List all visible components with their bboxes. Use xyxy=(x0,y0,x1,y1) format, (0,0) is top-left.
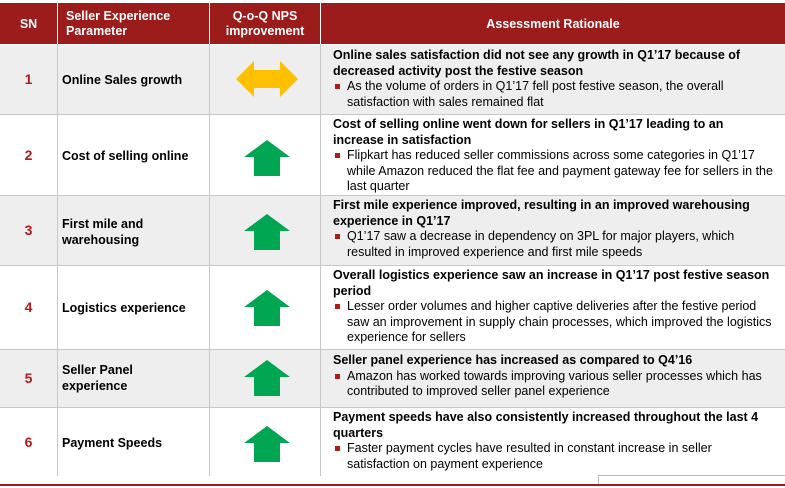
rationale-bullet-text: Lesser order volumes and higher captive … xyxy=(347,299,772,345)
bullet-marker xyxy=(335,153,340,159)
column-divider xyxy=(57,44,58,476)
header-rationale: Assessment Rationale xyxy=(486,17,620,31)
rationale-bullet: Amazon has worked towards improving vari… xyxy=(333,369,773,400)
row-divider xyxy=(0,407,785,408)
header-sn: SN xyxy=(19,17,38,31)
bullet-marker xyxy=(335,84,340,90)
up-arrow-icon xyxy=(226,288,308,328)
bullet-marker xyxy=(335,446,340,452)
header-nps-cell xyxy=(210,3,320,44)
header-nps: Q-o-Q NPS improvement xyxy=(225,9,305,38)
rationale-bullet: Flipkart has reduced seller commissions … xyxy=(333,148,773,195)
row-1-bg xyxy=(0,45,785,114)
header-parameter-cell xyxy=(58,3,209,44)
row-3-bg xyxy=(0,195,785,265)
column-divider xyxy=(320,44,321,476)
row-divider xyxy=(0,114,785,115)
bullet-marker xyxy=(335,373,340,379)
rationale-heading: Seller panel experience has increased as… xyxy=(333,353,693,367)
row-parameter: Seller Panel experience xyxy=(62,363,133,393)
rationale-heading: First mile experience improved, resultin… xyxy=(333,198,750,228)
rationale-bullet-text: Q1’17 saw a decrease in dependency on 3P… xyxy=(347,229,735,259)
row-parameter: Logistics experience xyxy=(62,301,186,315)
header-rationale-cell xyxy=(321,3,785,44)
rationale-bullet: Faster payment cycles have resulted in c… xyxy=(333,441,773,472)
bullet-marker xyxy=(335,304,340,310)
row-sn: 6 xyxy=(24,434,33,450)
row-rationale: First mile experience improved, resultin… xyxy=(333,198,773,260)
row-sn: 2 xyxy=(24,147,33,163)
row-rationale: Seller panel experience has increased as… xyxy=(333,353,773,400)
row-sn: 1 xyxy=(24,71,33,87)
row-divider xyxy=(0,195,785,196)
row-rationale: Payment speeds have also consistently in… xyxy=(333,410,773,472)
up-arrow-icon xyxy=(226,138,308,178)
row-rationale: Online sales satisfaction did not see an… xyxy=(333,48,773,110)
row-parameter: Payment Speeds xyxy=(62,436,163,450)
row-sn: 5 xyxy=(24,370,33,386)
rationale-bullet-text: Amazon has worked towards improving vari… xyxy=(347,368,762,399)
rationale-bullet: Lesser order volumes and higher captive … xyxy=(333,299,773,346)
up-arrow-icon xyxy=(226,358,308,398)
rationale-heading: Payment speeds have also consistently in… xyxy=(333,410,759,440)
rationale-bullet-text: As the volume of orders in Q1’17 fell po… xyxy=(347,79,724,109)
rationale-bullet: As the volume of orders in Q1’17 fell po… xyxy=(333,79,773,110)
row-parameter: Online Sales growth xyxy=(62,73,183,87)
row-parameter: Cost of selling online xyxy=(62,149,189,163)
up-arrow-icon xyxy=(226,212,308,252)
row-5-bg xyxy=(0,349,785,407)
row-rationale: Cost of selling online went down for sel… xyxy=(333,117,773,195)
rationale-heading: Overall logistics experience saw an incr… xyxy=(333,268,770,298)
bullet-marker xyxy=(335,234,340,240)
rationale-heading: Online sales satisfaction did not see an… xyxy=(333,48,741,78)
rationale-heading: Cost of selling online went down for sel… xyxy=(333,117,724,147)
row-rationale: Overall logistics experience saw an incr… xyxy=(333,268,773,346)
row-sn: 3 xyxy=(24,222,33,238)
rationale-bullet-text: Faster payment cycles have resulted in c… xyxy=(347,441,712,471)
rationale-bullet: Q1’17 saw a decrease in dependency on 3P… xyxy=(333,229,773,260)
row-parameter: First mile and warehousing xyxy=(62,217,144,247)
neutral-double-arrow-icon xyxy=(226,58,308,100)
footer-rule xyxy=(0,484,785,486)
header-parameter: Seller Experience Parameter xyxy=(66,9,171,38)
up-arrow-icon xyxy=(226,424,308,464)
row-sn: 4 xyxy=(24,299,33,315)
row-divider xyxy=(0,349,785,350)
header-sn-cell xyxy=(0,3,57,44)
row-divider xyxy=(0,265,785,266)
rationale-bullet-text: Flipkart has reduced seller commissions … xyxy=(347,148,773,194)
column-divider xyxy=(209,44,210,476)
